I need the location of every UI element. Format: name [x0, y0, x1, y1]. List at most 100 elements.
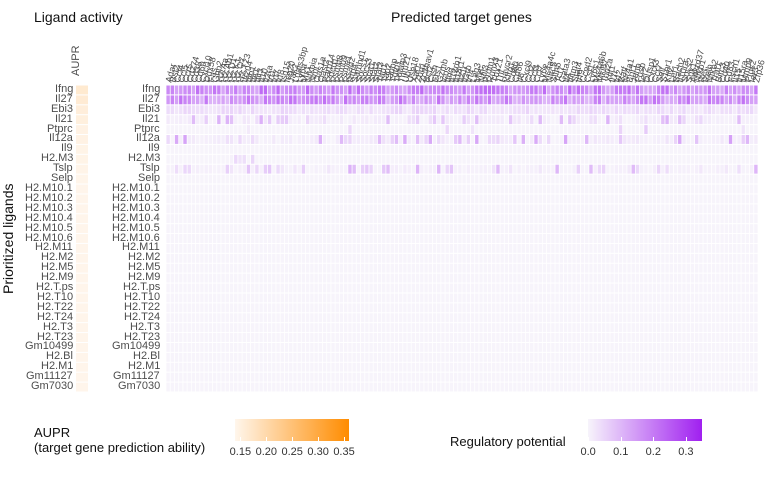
- heat-cell: [191, 293, 196, 303]
- reg-legend-tick-label: 0.3: [678, 446, 694, 458]
- heat-cell: [546, 323, 551, 333]
- heat-cell: [733, 293, 737, 303]
- heat-cell: [331, 283, 335, 293]
- heat-cell: [568, 174, 572, 184]
- heat-cell: [589, 352, 593, 362]
- heat-cell: [424, 382, 428, 392]
- heat-cell: [221, 243, 225, 253]
- heat-cell: [589, 115, 593, 125]
- heat-cell: [394, 194, 399, 204]
- heat-cell: [635, 85, 640, 95]
- heat-cell: [183, 174, 187, 184]
- heat-cell: [301, 234, 306, 243]
- heat-cell: [487, 333, 492, 342]
- heat-cell: [580, 144, 585, 154]
- heat-cell: [601, 194, 606, 204]
- heat-cell: [555, 105, 559, 115]
- heat-cell: [572, 372, 576, 382]
- heat-cell: [369, 342, 373, 352]
- heat-cell: [661, 342, 665, 352]
- heat-cell: [196, 273, 200, 283]
- heat-cell: [589, 164, 593, 174]
- heat-cell: [580, 85, 585, 95]
- heat-cell: [310, 174, 314, 184]
- heat-cell: [500, 243, 504, 253]
- heat-cell: [728, 154, 733, 164]
- heat-cell: [293, 303, 297, 313]
- heat-cell: [559, 174, 564, 184]
- heat-cell: [170, 224, 175, 234]
- heat-cell: [479, 362, 483, 372]
- heat-cell: [229, 323, 234, 333]
- heat-cell: [610, 243, 614, 253]
- heat-cell: [661, 105, 665, 115]
- heat-cell: [424, 283, 428, 293]
- heat-cell: [648, 125, 652, 135]
- heat-cell: [234, 164, 238, 174]
- heat-cell: [289, 283, 293, 293]
- heat-cell: [344, 243, 348, 253]
- heat-cell: [187, 362, 191, 372]
- heat-cell: [217, 95, 221, 105]
- heat-cell: [267, 323, 272, 333]
- heat-cell: [525, 115, 530, 125]
- heat-cell: [377, 323, 382, 333]
- heat-cell: [301, 174, 306, 184]
- heat-cell: [305, 313, 310, 323]
- heat-cell: [318, 352, 323, 362]
- heat-cell: [606, 144, 610, 154]
- heat-cell: [356, 214, 361, 224]
- heat-cell: [525, 174, 530, 184]
- heat-cell: [305, 273, 310, 283]
- heat-cell: [174, 224, 179, 234]
- heat-cell: [483, 313, 487, 323]
- heat-cell: [191, 214, 196, 224]
- heat-cell: [344, 263, 348, 273]
- heat-cell: [686, 115, 690, 125]
- heat-cell: [530, 333, 534, 342]
- heat-cell: [656, 164, 661, 174]
- heat-cell: [635, 105, 640, 115]
- heat-cell: [563, 323, 568, 333]
- heat-cell: [661, 293, 665, 303]
- heat-cell: [339, 333, 344, 342]
- heat-cell: [555, 283, 559, 293]
- heat-cell: [644, 184, 648, 194]
- heat-cell: [593, 352, 597, 362]
- heat-cell: [352, 135, 356, 144]
- heat-cell: [369, 382, 373, 392]
- heat-cell: [310, 214, 314, 224]
- heat-cell: [166, 224, 170, 234]
- heat-cell: [475, 372, 479, 382]
- heat-cell: [673, 105, 678, 115]
- heat-cell: [339, 214, 344, 224]
- heat-cell: [652, 224, 657, 234]
- heat-cell: [741, 234, 745, 243]
- heat-cell: [310, 135, 314, 144]
- heat-cell: [187, 263, 191, 273]
- heat-cell: [517, 174, 521, 184]
- heat-cell: [179, 372, 183, 382]
- heat-cell: [597, 372, 602, 382]
- heat-cell: [635, 303, 640, 313]
- heat-cell: [398, 362, 403, 372]
- heat-cell: [631, 382, 635, 392]
- heat-cell: [394, 283, 399, 293]
- heat-cell: [377, 382, 382, 392]
- heat-cell: [648, 164, 652, 174]
- heat-cell: [623, 283, 627, 293]
- heat-cell: [200, 342, 204, 352]
- heat-cell: [432, 135, 437, 144]
- heat-cell: [331, 333, 335, 342]
- heat-cell: [356, 224, 361, 234]
- heat-cell: [610, 382, 614, 392]
- heat-cell: [627, 194, 631, 204]
- heat-cell: [289, 313, 293, 323]
- heat-cell: [593, 224, 597, 234]
- heat-cell: [221, 224, 225, 234]
- heat-cell: [284, 263, 289, 273]
- heat-cell: [365, 204, 369, 214]
- heat-cell: [348, 85, 352, 95]
- heat-cell: [356, 372, 361, 382]
- heat-cell: [530, 303, 534, 313]
